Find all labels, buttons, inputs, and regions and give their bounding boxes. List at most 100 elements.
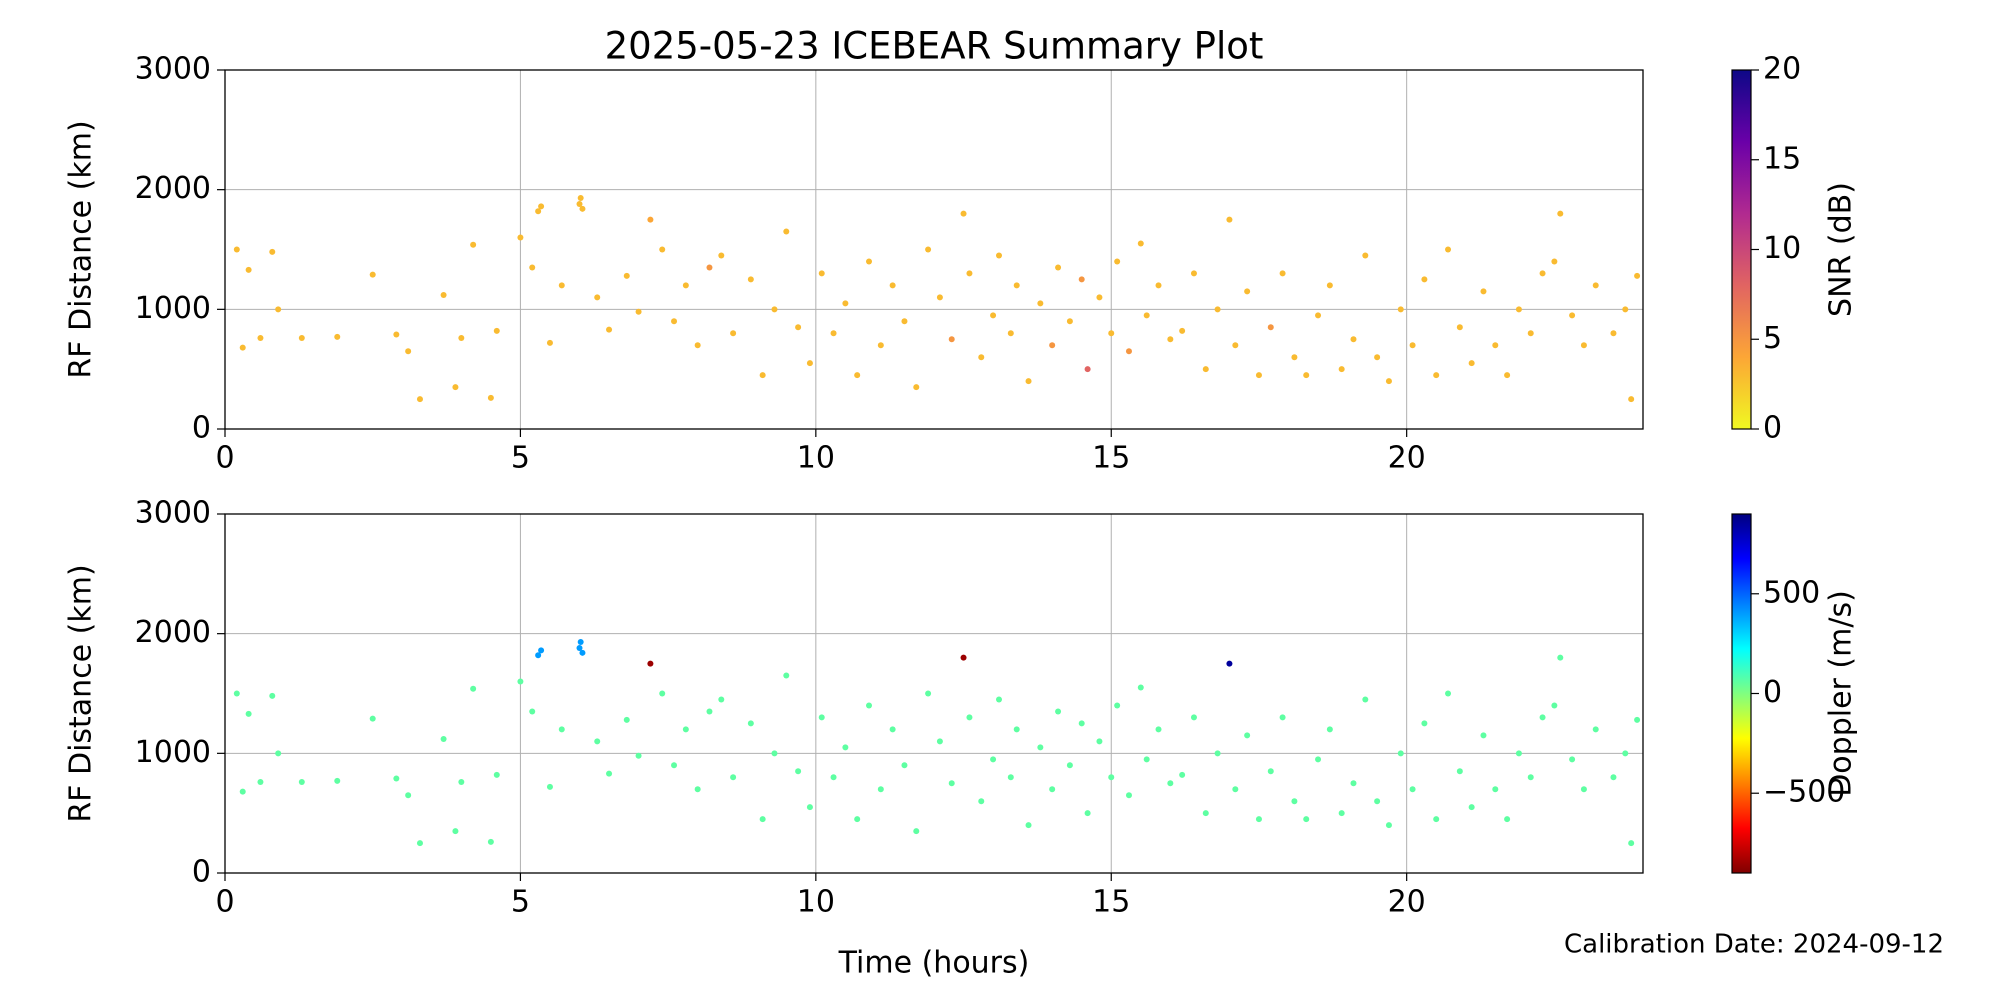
colorbar-tick-label: 15 bbox=[1763, 141, 1801, 176]
point bbox=[706, 264, 713, 271]
point bbox=[458, 779, 465, 786]
point bbox=[245, 710, 252, 717]
point bbox=[1326, 282, 1333, 289]
point bbox=[458, 335, 465, 342]
point bbox=[269, 248, 276, 255]
point bbox=[1385, 378, 1392, 385]
y-tick-label: 1000 bbox=[135, 735, 211, 770]
x-tick-label: 15 bbox=[1092, 441, 1130, 476]
x-tick-label: 10 bbox=[797, 885, 835, 920]
point bbox=[1013, 726, 1020, 733]
x-tick-label: 5 bbox=[511, 885, 530, 920]
point bbox=[747, 276, 754, 283]
point bbox=[1143, 756, 1150, 763]
point bbox=[239, 788, 246, 795]
point bbox=[1078, 276, 1085, 283]
point bbox=[1557, 654, 1564, 661]
y-tick-label: 3000 bbox=[135, 52, 211, 87]
point bbox=[298, 779, 305, 786]
point bbox=[1421, 720, 1428, 727]
point bbox=[257, 335, 264, 342]
point bbox=[1267, 324, 1274, 331]
point bbox=[393, 775, 400, 782]
point bbox=[635, 752, 642, 759]
point bbox=[1580, 786, 1587, 793]
point bbox=[1515, 306, 1522, 313]
point bbox=[913, 828, 920, 835]
point bbox=[233, 246, 240, 253]
point bbox=[830, 330, 837, 337]
point bbox=[830, 774, 837, 781]
point bbox=[1037, 744, 1044, 751]
point bbox=[759, 372, 766, 379]
point bbox=[1279, 270, 1286, 277]
point bbox=[1338, 810, 1345, 817]
point bbox=[1628, 840, 1635, 847]
point bbox=[529, 264, 536, 271]
point bbox=[1066, 318, 1073, 325]
y-axis-label: RF Distance (km) bbox=[64, 564, 99, 822]
point bbox=[1409, 342, 1416, 349]
colorbar-tick-label: 5 bbox=[1763, 321, 1782, 356]
point bbox=[1143, 312, 1150, 319]
point bbox=[913, 384, 920, 391]
point bbox=[1527, 774, 1534, 781]
chart-title: 2025-05-23 ICEBEAR Summary Plot bbox=[605, 25, 1264, 68]
point bbox=[1315, 312, 1322, 319]
point bbox=[694, 786, 701, 793]
point bbox=[239, 344, 246, 351]
point bbox=[1551, 258, 1558, 265]
point bbox=[901, 318, 908, 325]
plot-frame bbox=[224, 513, 1644, 874]
point bbox=[1303, 816, 1310, 823]
point bbox=[594, 294, 601, 301]
point bbox=[1267, 768, 1274, 775]
point bbox=[1480, 288, 1487, 295]
colorbar-label: Doppler (m/s) bbox=[1824, 590, 1859, 797]
point bbox=[1108, 330, 1115, 337]
point bbox=[1202, 810, 1209, 817]
point bbox=[783, 672, 790, 679]
point bbox=[1504, 372, 1511, 379]
point bbox=[771, 306, 778, 313]
point bbox=[1551, 702, 1558, 709]
point bbox=[1167, 336, 1174, 343]
point bbox=[671, 318, 678, 325]
point bbox=[694, 342, 701, 349]
point bbox=[1468, 360, 1475, 367]
point bbox=[1557, 210, 1564, 217]
point bbox=[1480, 732, 1487, 739]
x-tick-label: 15 bbox=[1092, 885, 1130, 920]
point bbox=[535, 652, 542, 659]
point bbox=[1049, 786, 1056, 793]
point bbox=[1610, 774, 1617, 781]
point bbox=[517, 234, 524, 241]
point bbox=[577, 195, 584, 202]
y-tick-label: 2000 bbox=[135, 615, 211, 650]
point bbox=[1315, 756, 1322, 763]
point bbox=[1037, 300, 1044, 307]
point bbox=[269, 692, 276, 699]
point bbox=[1338, 366, 1345, 373]
point bbox=[1202, 366, 1209, 373]
point bbox=[245, 266, 252, 273]
point bbox=[257, 779, 264, 786]
point bbox=[1137, 684, 1144, 691]
y-tick-label: 3000 bbox=[135, 496, 211, 531]
point bbox=[1025, 378, 1032, 385]
point bbox=[1421, 276, 1428, 283]
point bbox=[1569, 312, 1576, 319]
point bbox=[818, 714, 825, 721]
point bbox=[806, 360, 813, 367]
point bbox=[606, 770, 613, 777]
point bbox=[635, 308, 642, 315]
point bbox=[275, 750, 282, 757]
point bbox=[275, 306, 282, 313]
point bbox=[1096, 738, 1103, 745]
point bbox=[440, 735, 447, 742]
colorbar-tick-label: 0 bbox=[1763, 675, 1782, 710]
point bbox=[493, 327, 500, 334]
x-tick-label: 20 bbox=[1388, 885, 1426, 920]
point bbox=[1255, 372, 1262, 379]
